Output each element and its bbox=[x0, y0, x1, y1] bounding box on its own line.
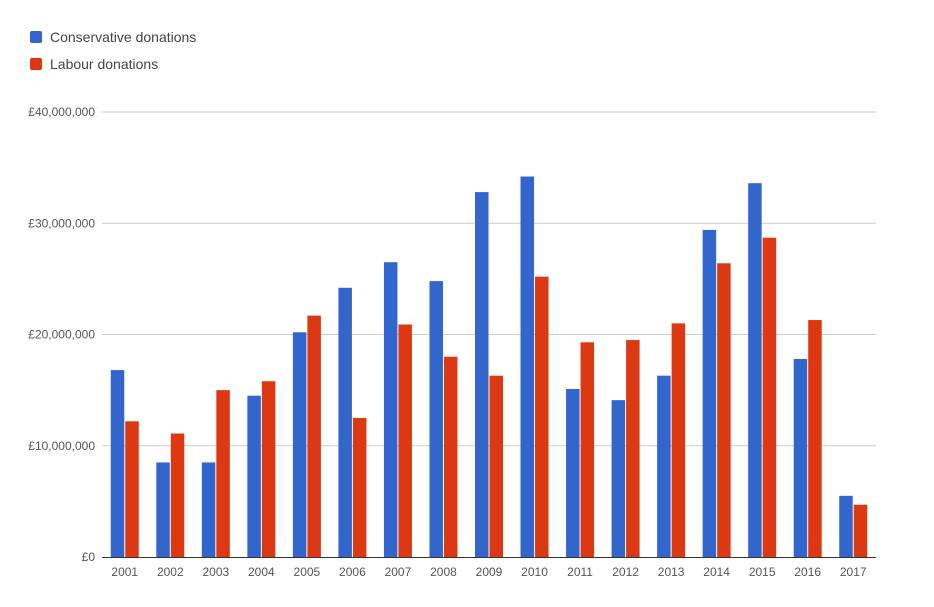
bar-conservative-2005 bbox=[292, 332, 307, 557]
x-tick-label: 2004 bbox=[248, 565, 275, 579]
bar-labour-2004 bbox=[261, 381, 276, 557]
bar-labour-2015 bbox=[762, 237, 777, 557]
x-tick-label: 2009 bbox=[476, 565, 503, 579]
x-tick-label: 2005 bbox=[294, 565, 321, 579]
x-tick-label: 2017 bbox=[840, 565, 867, 579]
y-tick-label: £40,000,000 bbox=[28, 105, 95, 119]
bar-conservative-2017 bbox=[839, 495, 853, 557]
bar-conservative-2009 bbox=[475, 192, 489, 557]
bar-labour-2017 bbox=[853, 504, 868, 557]
x-tick-label: 2016 bbox=[794, 565, 821, 579]
x-tick-label: 2011 bbox=[567, 565, 593, 579]
x-tick-label: 2014 bbox=[703, 565, 730, 579]
bar-labour-2012 bbox=[626, 340, 640, 557]
x-tick-label: 2010 bbox=[521, 565, 548, 579]
x-tick-label: 2006 bbox=[339, 565, 366, 579]
x-tick-label: 2001 bbox=[111, 565, 138, 579]
x-tick-label: 2008 bbox=[430, 565, 457, 579]
bar-conservative-2011 bbox=[566, 389, 580, 557]
bar-labour-2011 bbox=[580, 342, 595, 557]
x-tick-label: 2003 bbox=[202, 565, 229, 579]
bar-labour-2010 bbox=[535, 276, 549, 557]
x-axis-ticks: 2001 2002 2003 2004 2005 2006 2007 2008 2009 2010… bbox=[111, 565, 866, 579]
y-tick-label: £0 bbox=[82, 550, 96, 564]
bar-conservative-2013 bbox=[657, 375, 671, 557]
bar-labour-2016 bbox=[808, 320, 822, 557]
legend-label-labour: Labour donations bbox=[50, 56, 158, 72]
legend: Conservative donations Labour donations bbox=[30, 29, 196, 72]
y-tick-label: £20,000,000 bbox=[28, 328, 95, 342]
y-axis-ticks: £0 £10,000,000 £20,000,000 £30,000,000 £40,0… bbox=[28, 105, 95, 564]
bar-conservative-2014 bbox=[702, 229, 717, 558]
bar-labour-2014 bbox=[717, 263, 731, 557]
x-tick-label: 2015 bbox=[749, 565, 776, 579]
legend-label-conservative: Conservative donations bbox=[50, 29, 196, 45]
bar-labour-2005 bbox=[307, 315, 321, 557]
bar-labour-2013 bbox=[671, 323, 686, 557]
bar-conservative-2001 bbox=[110, 370, 125, 557]
bar-labour-2008 bbox=[443, 356, 458, 557]
gridlines bbox=[102, 111, 876, 447]
bar-labour-2009 bbox=[489, 375, 503, 557]
x-tick-label: 2007 bbox=[385, 565, 412, 579]
bar-labour-2006 bbox=[352, 417, 367, 557]
y-tick-label: £30,000,000 bbox=[28, 216, 95, 230]
legend-entry-conservative: Conservative donations bbox=[30, 29, 196, 45]
bar-conservative-2002 bbox=[156, 462, 170, 557]
bar-labour-2007 bbox=[398, 324, 412, 557]
bar-labour-2001 bbox=[125, 421, 139, 557]
bar-conservative-2004 bbox=[247, 395, 261, 557]
bar-conservative-2006 bbox=[338, 287, 352, 557]
bar-labour-2003 bbox=[216, 390, 230, 557]
legend-entry-labour: Labour donations bbox=[30, 56, 158, 72]
bar-labour-2002 bbox=[170, 433, 185, 557]
bar-conservative-2007 bbox=[383, 262, 398, 557]
bar-conservative-2003 bbox=[201, 462, 216, 557]
bar-conservative-2012 bbox=[611, 400, 626, 557]
legend-swatch-conservative bbox=[30, 31, 42, 43]
bars bbox=[110, 176, 868, 558]
y-tick-label: £10,000,000 bbox=[28, 439, 95, 453]
legend-swatch-labour bbox=[30, 58, 42, 70]
x-tick-label: 2002 bbox=[157, 565, 184, 579]
bar-conservative-2015 bbox=[748, 183, 762, 557]
bar-conservative-2016 bbox=[793, 358, 808, 557]
bar-conservative-2010 bbox=[520, 176, 535, 557]
bar-conservative-2008 bbox=[429, 281, 443, 557]
x-tick-label: 2013 bbox=[658, 565, 685, 579]
x-tick-label: 2012 bbox=[612, 565, 639, 579]
